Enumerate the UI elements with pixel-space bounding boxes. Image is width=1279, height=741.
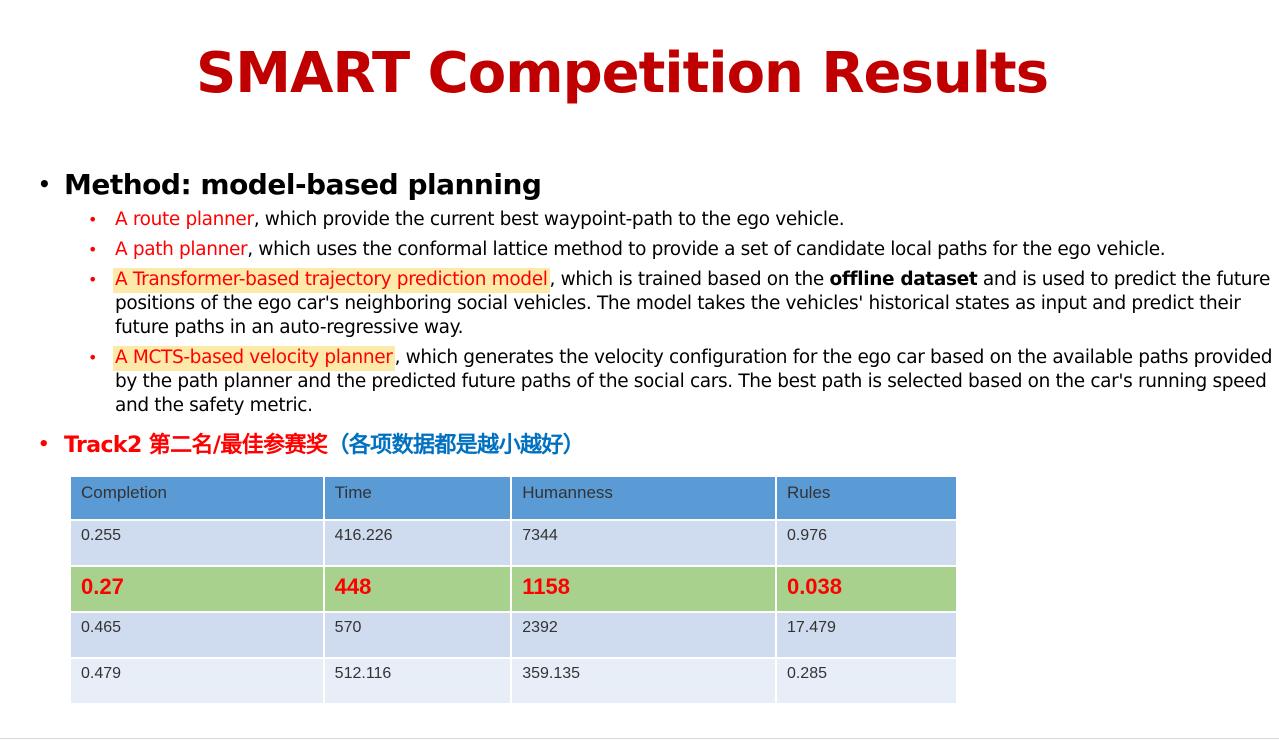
track-note: （各项数据都是越小越好） <box>327 433 585 458</box>
table-row: 0.465 570 2392 17.479 <box>69 611 959 659</box>
method-item-text: , which uses the conformal lattice metho… <box>247 239 1166 260</box>
slide-title: SMART Competition Results <box>195 41 1049 106</box>
table-row: 0.479 512.116 359.135 0.285 <box>69 657 959 705</box>
method-item-text: and is used to predict the future positi… <box>115 269 1271 338</box>
bullet-dot: • <box>38 434 50 455</box>
bullet-dot: • <box>88 348 98 367</box>
table-cell: 0.976 <box>774 519 959 567</box>
method-item-route-planner: • A route planner, which provide the cur… <box>88 208 1274 232</box>
bullet-dot: • <box>38 172 51 196</box>
method-item-lead: A path planner <box>115 239 248 260</box>
method-list: • A route planner, which provide the cur… <box>88 208 1274 424</box>
method-item-path-planner: • A path planner, which uses the conform… <box>88 238 1274 262</box>
table-header-cell: Time <box>322 475 513 521</box>
method-item-text: , which provide the current best waypoin… <box>253 209 845 230</box>
table-cell: 0.479 <box>69 657 325 705</box>
method-item-lead: A route planner <box>115 209 254 230</box>
results-table: Completion Time Humanness Rules 0.255 41… <box>69 475 959 705</box>
table-cell: 2392 <box>510 611 777 659</box>
table-cell: 0.27 <box>69 565 325 613</box>
track-label: Track2 第二名/最佳参赛奖 <box>64 433 328 458</box>
table-cell: 0.465 <box>69 611 325 659</box>
table-cell: 570 <box>322 611 513 659</box>
table-cell: 7344 <box>510 519 777 567</box>
method-item-bold-text: offline dataset <box>829 269 978 290</box>
table-cell: 416.226 <box>322 519 513 567</box>
table-cell: 0.285 <box>774 657 959 705</box>
table-cell: 1158 <box>510 565 777 613</box>
method-item-text: , which generates the velocity configura… <box>115 347 1273 416</box>
table-cell: 0.038 <box>774 565 959 613</box>
slide-bottom-divider <box>0 738 1279 739</box>
track-result-line: • Track2 第二名/最佳参赛奖（各项数据都是越小越好） <box>38 430 585 461</box>
table-cell: 512.116 <box>322 657 513 705</box>
method-heading: Method: model-based planning <box>64 168 542 201</box>
table-header-cell: Humanness <box>510 475 777 521</box>
table-row-highlighted: 0.27 448 1158 0.038 <box>69 565 959 613</box>
method-item-lead-highlighted: A MCTS-based velocity planner <box>113 346 395 371</box>
bullet-dot: • <box>88 210 98 229</box>
method-item-text: , which is trained based on the <box>549 269 830 290</box>
table-row: 0.255 416.226 7344 0.976 <box>69 519 959 567</box>
method-item-lead-highlighted: A Transformer-based trajectory predictio… <box>113 268 550 293</box>
method-heading-bullet: • Method: model-based planning <box>38 168 542 201</box>
table-header-cell: Completion <box>69 475 325 521</box>
table-cell: 17.479 <box>774 611 959 659</box>
table-header-row: Completion Time Humanness Rules <box>69 475 959 521</box>
table-cell: 359.135 <box>510 657 777 705</box>
bullet-dot: • <box>88 270 98 289</box>
table-header-cell: Rules <box>774 475 959 521</box>
table-cell: 0.255 <box>69 519 325 567</box>
method-item-velocity-planner: • A MCTS-based velocity planner, which g… <box>88 346 1274 418</box>
bullet-dot: • <box>88 240 98 259</box>
method-item-trajectory-model: • A Transformer-based trajectory predict… <box>88 268 1274 340</box>
table-cell: 448 <box>322 565 513 613</box>
